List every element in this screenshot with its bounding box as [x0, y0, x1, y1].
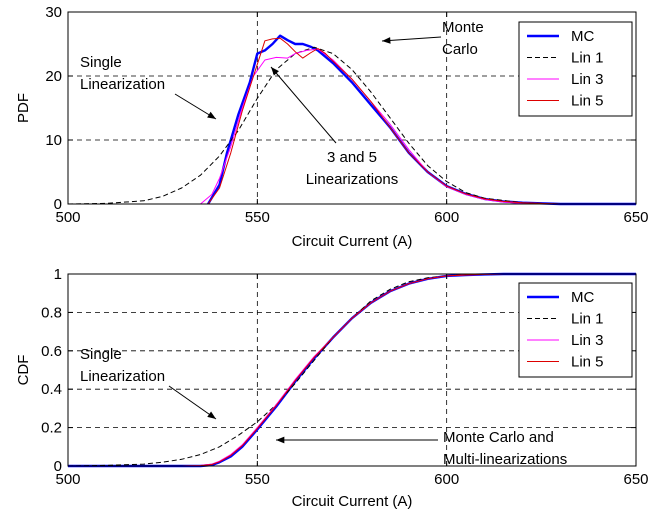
annotation-text: Monte: [442, 19, 484, 36]
annotation-text: Linearization: [80, 368, 165, 385]
axes-frame: [67, 273, 637, 467]
arrowhead-icon: [207, 111, 216, 119]
legend-label-lin-5: Lin 5: [571, 354, 604, 371]
y-tick-label: 0: [54, 196, 62, 213]
x-tick-label: 550: [245, 471, 270, 488]
y-axis-label: CDF: [15, 355, 32, 386]
annotation-text: Carlo: [442, 41, 478, 58]
annotation-text: Single: [80, 54, 122, 71]
y-tick-label: 10: [45, 132, 62, 149]
legend-label-lin-1: Lin 1: [571, 50, 604, 67]
legend-label-mc: MC: [571, 28, 594, 45]
arrowhead-icon: [276, 436, 285, 444]
annotation-2: Monte Carlo and Multi-linearizations: [276, 429, 567, 468]
annotation-3: 3 and 5 Linearizations: [270, 66, 399, 188]
annotation-text: Monte Carlo and: [443, 429, 554, 446]
annotation-2: Single Linearization: [80, 54, 217, 120]
legend-label-lin-3: Lin 3: [571, 332, 604, 349]
y-tick-label: 0.2: [41, 420, 62, 437]
series-line-lin-3: [200, 48, 636, 205]
x-tick-label: 500: [55, 209, 80, 226]
legend-label-mc: MC: [571, 289, 594, 306]
annotation-text: Linearization: [80, 76, 165, 93]
annotation-1: Monte Carlo: [381, 19, 484, 58]
y-tick-label: 0.4: [41, 381, 62, 398]
legend: MC Lin 1 Lin 3 Lin 5: [518, 21, 633, 117]
x-tick-label: 650: [623, 471, 648, 488]
x-tick-label: 500: [55, 471, 80, 488]
arrowhead-icon: [271, 67, 279, 76]
chart-1-pdf: 500 550 600 650 0 10 20 30 Circuit Current (A) PD…: [15, 4, 649, 250]
y-axis-label: PDF: [15, 93, 32, 123]
y-tick-label: 20: [45, 68, 62, 85]
legend: MC Lin 1 Lin 3 Lin 5: [518, 282, 633, 378]
y-tick-label: 0: [54, 458, 62, 475]
x-axis-label: Circuit Current (A): [292, 493, 413, 510]
arrowhead-icon: [207, 411, 216, 419]
y-tick-label: 1: [54, 266, 62, 283]
legend-label-lin-1: Lin 1: [571, 311, 604, 328]
annotation-arrow: [168, 385, 217, 420]
x-tick-label: 550: [245, 209, 270, 226]
series-line-lin-5: [68, 273, 636, 467]
annotation-text: Linearizations: [306, 171, 399, 188]
x-tick-label: 600: [434, 471, 459, 488]
series-line-lin-1: [67, 46, 636, 205]
x-axis-label: Circuit Current (A): [292, 233, 413, 250]
annotation-text: Multi-linearizations: [443, 451, 567, 468]
legend-label-lin-3: Lin 3: [571, 71, 604, 88]
y-tick-label: 0.6: [41, 343, 62, 360]
arrowhead-icon: [382, 37, 391, 44]
annotation-1: Single Linearization: [80, 346, 217, 420]
legend-label-lin-5: Lin 5: [571, 93, 604, 110]
x-tick-label: 600: [434, 209, 459, 226]
annotation-text: 3 and 5: [327, 149, 377, 166]
y-tick-label: 0.8: [41, 304, 62, 321]
annotation-arrow: [270, 66, 337, 144]
annotation-arrow: [381, 36, 442, 42]
chart-2-cdf: 500 550 600 650 0 0.2 0.4 0.6 0.8 1 Circuit Curren…: [15, 266, 649, 510]
x-tick-label: 650: [623, 209, 648, 226]
axes-frame: [67, 11, 637, 205]
annotation-text: Single: [80, 346, 122, 363]
series-line-lin-5: [207, 37, 636, 205]
y-tick-label: 30: [45, 4, 62, 21]
